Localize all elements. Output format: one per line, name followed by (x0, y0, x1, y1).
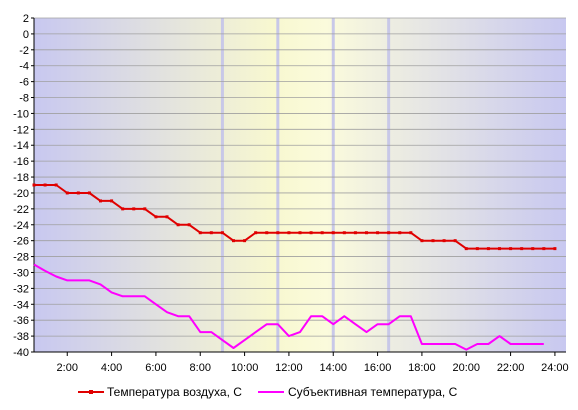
x-tick-label: 2:00 (57, 362, 78, 374)
series-line-feels-like (33, 263, 544, 351)
x-tick-label: 8:00 (190, 362, 211, 374)
data-point-air-temp (43, 183, 47, 187)
y-tick-label: -20 (13, 188, 29, 200)
y-tick-label: -8 (19, 93, 29, 105)
data-point-air-temp (87, 191, 91, 195)
y-tick-label: -6 (19, 77, 29, 89)
data-point-air-temp (198, 231, 202, 235)
data-point-air-temp (442, 239, 446, 243)
data-point-air-temp (409, 231, 413, 235)
data-point-air-temp (398, 231, 402, 235)
data-point-air-temp (553, 247, 557, 251)
data-point-air-temp (176, 223, 180, 227)
data-point-air-temp (287, 231, 291, 235)
data-point-air-temp (342, 231, 346, 235)
data-point-air-temp (143, 207, 147, 211)
x-tick-label: 14:00 (319, 362, 347, 374)
y-tick-label: -28 (13, 252, 29, 264)
y-tick-label: -32 (13, 283, 29, 295)
data-point-air-temp (498, 247, 501, 251)
y-tick-label: -26 (13, 236, 29, 248)
data-point-air-temp (65, 191, 69, 195)
data-point-air-temp (431, 239, 435, 243)
legend: Температура воздуха, С Субъективная темп… (78, 385, 458, 399)
y-tick-label: -16 (13, 156, 29, 168)
x-tick-label: 4:00 (101, 362, 122, 374)
data-point-air-temp (453, 239, 457, 243)
data-point-air-temp (265, 231, 269, 235)
y-tick-label: -22 (13, 204, 29, 216)
data-point-air-temp (99, 199, 102, 203)
y-tick-label: -10 (13, 108, 29, 120)
day-marker-lines (220, 18, 391, 352)
data-point-air-temp (320, 231, 324, 235)
data-point-air-temp (32, 183, 36, 187)
data-point-air-temp (531, 247, 535, 251)
y-tick-label: -40 (13, 347, 29, 359)
data-point-air-temp (309, 231, 313, 235)
y-tick-label: -4 (19, 61, 29, 73)
x-tick-label: 6:00 (145, 362, 166, 374)
y-tick-label: -12 (13, 124, 29, 136)
data-point-air-temp (121, 207, 125, 211)
data-point-air-temp (365, 231, 368, 235)
data-point-air-temp (254, 231, 258, 235)
data-point-air-temp (464, 247, 468, 251)
x-tick-label: 22:00 (497, 362, 525, 374)
x-tick-label: 12:00 (275, 362, 303, 374)
data-point-air-temp (243, 239, 247, 243)
x-tick-label: 16:00 (364, 362, 392, 374)
data-point-air-temp (542, 247, 546, 251)
data-point-air-temp (298, 231, 302, 235)
data-point-air-temp (132, 207, 136, 211)
data-point-air-temp (376, 231, 380, 235)
x-tick-labels: 2:00 4:00 6:00 8:00 10:00 12:00 14:00 16:00 18:0… (57, 352, 569, 374)
data-point-air-temp (353, 231, 357, 235)
legend-label-feels-like: Субъективная температура, С (288, 385, 458, 399)
data-point-air-temp (110, 199, 114, 203)
y-tick-label: -18 (13, 172, 29, 184)
y-tick-label: -38 (13, 331, 29, 343)
series (32, 183, 557, 351)
data-point-air-temp (187, 223, 191, 227)
x-tick-label: 20:00 (452, 362, 480, 374)
data-point-air-temp (387, 231, 391, 235)
data-point-air-temp (420, 239, 424, 243)
y-tick-labels: 2 0 -2 -4 -6 -8 -10 -12 -14 -16 -18 -20 -22 -24 -26 -28… (13, 13, 29, 359)
data-point-air-temp (520, 247, 524, 251)
x-tick-label: 10:00 (231, 362, 259, 374)
data-point-air-temp (475, 247, 479, 251)
y-tick-label: -30 (13, 267, 29, 279)
series-line-air-temp (34, 184, 555, 250)
y-tick-label: 0 (23, 29, 29, 41)
data-point-air-temp (54, 183, 58, 187)
data-point-air-temp (331, 231, 335, 235)
data-point-air-temp (232, 239, 235, 243)
data-point-air-temp (220, 231, 224, 235)
x-tick-label: 18:00 (408, 362, 436, 374)
x-tick-label: 24:00 (541, 362, 569, 374)
data-point-air-temp (154, 215, 158, 219)
y-tick-label: -14 (13, 140, 29, 152)
y-tick-label: -2 (19, 45, 29, 57)
y-tick-label: 2 (23, 13, 29, 25)
legend-label-air-temp: Температура воздуха, С (107, 385, 242, 399)
legend-marker-air-temp (89, 390, 93, 394)
data-point-air-temp (76, 191, 80, 195)
y-tick-label: -34 (13, 299, 29, 311)
y-tick-label: -36 (13, 315, 29, 327)
data-point-air-temp (209, 231, 213, 235)
data-point-air-temp (165, 215, 169, 219)
data-point-air-temp (276, 231, 280, 235)
data-point-air-temp (509, 247, 513, 251)
y-tick-label: -24 (13, 220, 29, 232)
data-point-air-temp (486, 247, 490, 251)
plot-area (34, 18, 566, 352)
